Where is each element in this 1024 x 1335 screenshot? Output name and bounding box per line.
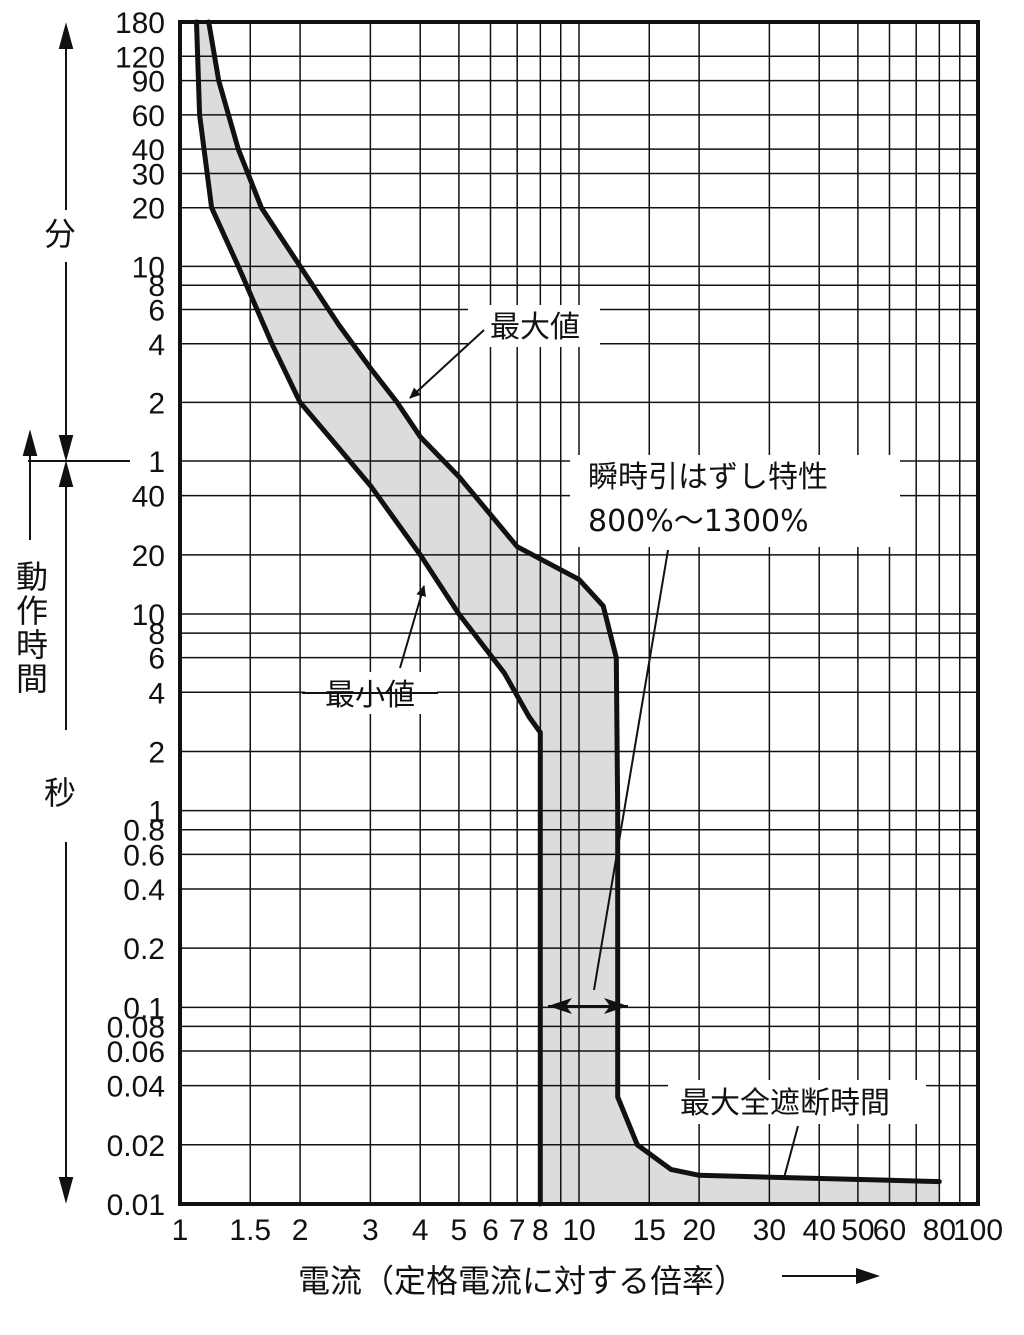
x-tick-label: 6 xyxy=(482,1214,499,1247)
y-tick-label-seconds: 0.8 xyxy=(123,815,165,848)
y-axis-label: 動作時間 xyxy=(11,560,49,696)
x-tick-label: 2 xyxy=(292,1214,309,1247)
y-tick-label-seconds: 0.02 xyxy=(107,1130,165,1163)
label-min-value: 最小値 xyxy=(325,678,415,713)
y-axis-annotation xyxy=(22,22,130,1204)
y-tick-label-seconds: 8 xyxy=(148,618,165,651)
x-tick-label: 40 xyxy=(803,1214,836,1247)
y-tick-label-seconds: 0.1 xyxy=(123,992,165,1025)
y-tick-label-minutes: 20 xyxy=(132,193,165,226)
x-tick-label: 3 xyxy=(362,1214,379,1247)
x-tick-label: 30 xyxy=(753,1214,786,1247)
unit-seconds-label: 秒 xyxy=(44,774,76,812)
max-value-curve xyxy=(206,19,942,1185)
y-tick-label-minutes: 6 xyxy=(148,295,165,328)
callout-max-total-interrupt: 最大全遮断時間 xyxy=(668,1080,926,1179)
y-tick-label-minutes: 30 xyxy=(132,158,165,191)
y-tick-label-seconds: 4 xyxy=(148,677,165,710)
x-tick-label: 10 xyxy=(562,1214,595,1247)
label-max-total-interrupt: 最大全遮断時間 xyxy=(680,1086,890,1121)
y-tick-label-minutes: 120 xyxy=(115,41,165,74)
y-tick-label-minutes: 60 xyxy=(132,100,165,133)
y-tick-label-seconds: 20 xyxy=(132,540,165,573)
x-axis-arrow xyxy=(782,1268,880,1284)
y-tick-label-minutes: 90 xyxy=(132,66,165,99)
x-tick-label: 5 xyxy=(451,1214,468,1247)
x-tick-label: 100 xyxy=(953,1214,1003,1247)
x-axis-label: 電流（定格電流に対する倍率） xyxy=(298,1262,746,1300)
unit-minutes-label: 分 xyxy=(44,215,76,253)
label-instant-trip-range: 800%〜1300% xyxy=(588,504,809,539)
y-tick-label-seconds: 1 xyxy=(148,796,165,829)
x-tick-label: 50 xyxy=(841,1214,874,1247)
min-value-curve xyxy=(194,19,543,1207)
x-tick-label: 4 xyxy=(412,1214,429,1247)
plot-frame xyxy=(178,20,980,1206)
x-tick-label: 7 xyxy=(509,1214,526,1247)
y-tick-label-minutes: 2 xyxy=(148,387,165,420)
y-tick-label-minutes: 40 xyxy=(132,134,165,167)
x-tick-label: 60 xyxy=(873,1214,906,1247)
label-max-value: 最大値 xyxy=(490,310,580,345)
callout-max: 最大値 xyxy=(409,305,600,399)
y-tick-label-seconds: 6 xyxy=(148,643,165,676)
x-tick-label: 15 xyxy=(633,1214,666,1247)
x-tick-label: 80 xyxy=(923,1214,956,1247)
x-tick-label: 1 xyxy=(172,1214,189,1247)
y-tick-label-seconds: 10 xyxy=(132,599,165,632)
y-tick-label-seconds: 0.4 xyxy=(123,874,165,907)
y-tick-label-seconds: 0.6 xyxy=(123,839,165,872)
callout-instant-trip: 瞬時引はずし特性 800%〜1300% xyxy=(548,455,900,1014)
y-tick-label-seconds: 0.01 xyxy=(107,1189,165,1222)
x-tick-label: 8 xyxy=(532,1214,549,1247)
y-tick-label-seconds: 0.08 xyxy=(107,1011,165,1044)
y-tick-label-seconds: 0.04 xyxy=(107,1071,165,1104)
y-tick-label-seconds: 40 xyxy=(132,481,165,514)
y-tick-label-seconds: 0.06 xyxy=(107,1036,165,1069)
operating-band-area xyxy=(196,22,940,1204)
y-tick-label-minutes: 4 xyxy=(148,329,165,362)
y-tick-label-seconds: 0.2 xyxy=(123,933,165,966)
label-instant-trip: 瞬時引はずし特性 xyxy=(588,460,828,495)
x-tick-label: 1.5 xyxy=(229,1214,271,1247)
x-tick-label: 20 xyxy=(682,1214,715,1247)
y-tick-label-minutes: 10 xyxy=(132,251,165,284)
y-tick-label-minutes: 180 xyxy=(115,7,165,40)
y-tick-label-minutes: 8 xyxy=(148,270,165,303)
y-tick-label-seconds: 2 xyxy=(148,736,165,769)
y-tick-label-minutes: 1 xyxy=(148,446,165,479)
callout-min: 最小値 xyxy=(302,585,438,714)
